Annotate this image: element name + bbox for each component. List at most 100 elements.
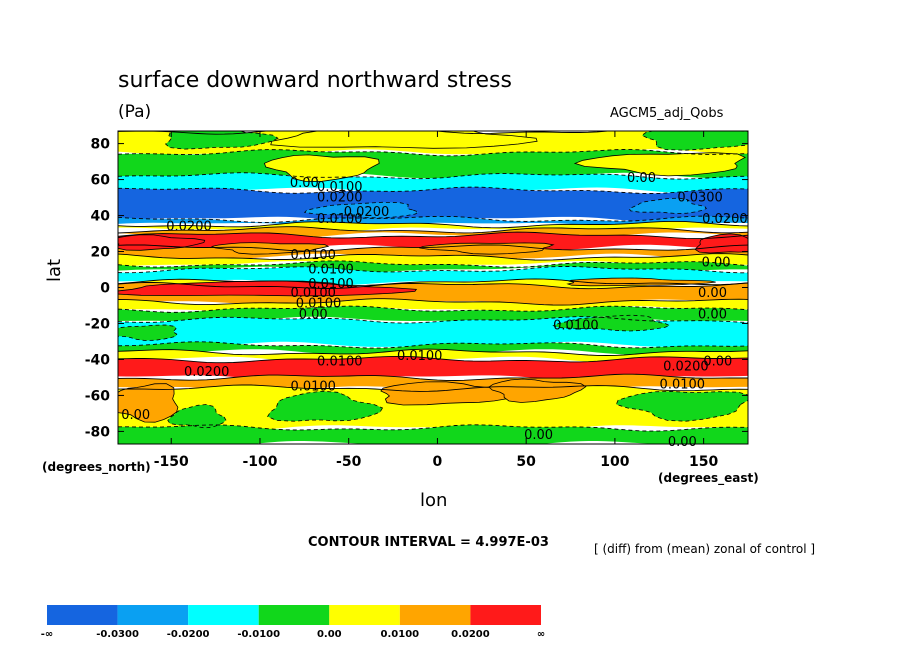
- colorbar-label: -0.0200: [167, 629, 210, 640]
- contour-line: [118, 316, 748, 324]
- colorbar-swatch: [47, 605, 118, 625]
- difference-note: [ (diff) from (mean) zonal of control ]: [594, 542, 816, 556]
- contour-label: 0.0200: [344, 205, 390, 220]
- model-label: AGCM5_adj_Qobs: [610, 106, 724, 121]
- contour-line: [118, 348, 748, 356]
- y-tick-label: 20: [91, 245, 111, 261]
- lat-band: [118, 172, 748, 194]
- contour-patch: [419, 242, 555, 255]
- contour-patch: [628, 197, 707, 215]
- lat-band: [118, 149, 748, 179]
- x-tick-label: 0: [433, 454, 443, 470]
- colorbar-label: 0.00: [317, 629, 342, 640]
- y-tick-label: 80: [91, 137, 111, 153]
- contour-line: [118, 172, 748, 180]
- colorbar-label: 0.0100: [381, 629, 420, 640]
- contour-label: 0.0100: [317, 354, 363, 369]
- contour-label: 0.00: [702, 255, 731, 270]
- contour-label: 0.0100: [296, 297, 342, 312]
- contour-line: [118, 298, 748, 306]
- contour-label: 0.0100: [553, 318, 599, 333]
- contour-line: [118, 220, 748, 229]
- contour-label: 0.0100: [660, 378, 706, 393]
- contour-labels: 0.000.01000.02000.02000.01000.02000.000.…: [121, 171, 747, 450]
- chart-title: surface downward northward stress: [118, 68, 512, 93]
- contour-line: [118, 231, 748, 240]
- contour-line: [118, 266, 748, 274]
- contour-label: 0.0100: [290, 248, 336, 263]
- contour-label: 0.0300: [677, 191, 723, 206]
- contour-line: [118, 244, 748, 252]
- contour-patch: [118, 234, 206, 251]
- contour-patch: [573, 152, 746, 177]
- y-tick-label: -20: [85, 316, 111, 332]
- axis-ticks: 80 60 40 20 0 -20 -40 -60 -80 -150 -100 -50 0 50 100 15…: [85, 131, 748, 470]
- x-tick-label: 150: [689, 454, 718, 470]
- lat-band: [118, 187, 748, 223]
- y-tick-label: 0: [100, 281, 110, 297]
- colorbar-label: -∞: [41, 629, 53, 640]
- contour-label: 0.0100: [397, 349, 443, 364]
- contour-line: [118, 281, 748, 290]
- lat-band: [118, 356, 748, 381]
- contour-patch: [552, 314, 671, 332]
- contour-label: 0.00: [299, 308, 328, 323]
- colorbar-swatch: [399, 605, 471, 625]
- colorbar-label: ∞: [537, 629, 545, 640]
- y-tick-label: -40: [85, 352, 111, 368]
- y-tick-label: -80: [85, 424, 111, 440]
- lat-band: [118, 424, 748, 444]
- y-tick-label: 60: [91, 173, 111, 189]
- contour-label: 0.00: [668, 435, 697, 450]
- lat-band: [118, 260, 748, 273]
- contour-line: [118, 384, 748, 392]
- contour-patch: [167, 404, 227, 429]
- contour-label: 0.00: [290, 176, 319, 191]
- colorbar-swatch: [188, 605, 259, 625]
- contour-lines: [118, 131, 748, 432]
- contour-line: [118, 215, 748, 223]
- colorbar-label: -0.0300: [96, 629, 139, 640]
- contour-patch: [615, 390, 748, 422]
- colorbar-swatch: [329, 605, 400, 625]
- contour-label: 0.00: [698, 286, 727, 301]
- colorbar-swatch: [117, 605, 189, 625]
- y-tick-label: -60: [85, 388, 111, 404]
- contour-line: [118, 253, 748, 261]
- x-tick-label: -50: [336, 454, 362, 470]
- contour-line: [118, 260, 748, 268]
- lat-band: [118, 341, 748, 355]
- contour-line: [118, 278, 748, 286]
- contour-patch: [641, 131, 748, 151]
- contour-line: [118, 341, 748, 349]
- contour-patch: [118, 383, 179, 423]
- x-axis-units: (degrees_east): [658, 471, 759, 485]
- contour-label: 0.0200: [184, 365, 230, 380]
- contour-patch: [270, 131, 538, 149]
- contour-label: 0.0200: [702, 212, 748, 227]
- contour-label: 0.0100: [308, 263, 354, 278]
- y-axis-units: (degrees_north): [42, 460, 151, 474]
- x-tick-label: 100: [600, 454, 629, 470]
- contour-label: 0.00: [121, 408, 150, 423]
- contour-line: [118, 424, 748, 432]
- lat-band: [118, 253, 748, 267]
- contour-label: 0.0200: [317, 191, 363, 206]
- contour-label: 0.0100: [317, 180, 363, 195]
- x-axis-label: lon: [420, 490, 448, 511]
- contour-line: [118, 131, 748, 135]
- contour-line: [118, 305, 748, 313]
- contour-label: 0.0200: [663, 360, 709, 375]
- x-tick-label: -100: [242, 454, 277, 470]
- contour-line: [118, 149, 748, 157]
- contour-line: [118, 226, 748, 234]
- x-tick-label: -150: [154, 454, 189, 470]
- colorbar-label: 0.0200: [451, 629, 490, 640]
- lat-band: [118, 349, 748, 363]
- contour-patch: [263, 154, 380, 182]
- contour-line: [118, 186, 748, 194]
- contour-label: 0.0100: [290, 286, 336, 301]
- y-tick-label: 40: [91, 209, 111, 225]
- contour-label: 0.00: [524, 428, 553, 443]
- contour-label: 0.0200: [166, 219, 212, 234]
